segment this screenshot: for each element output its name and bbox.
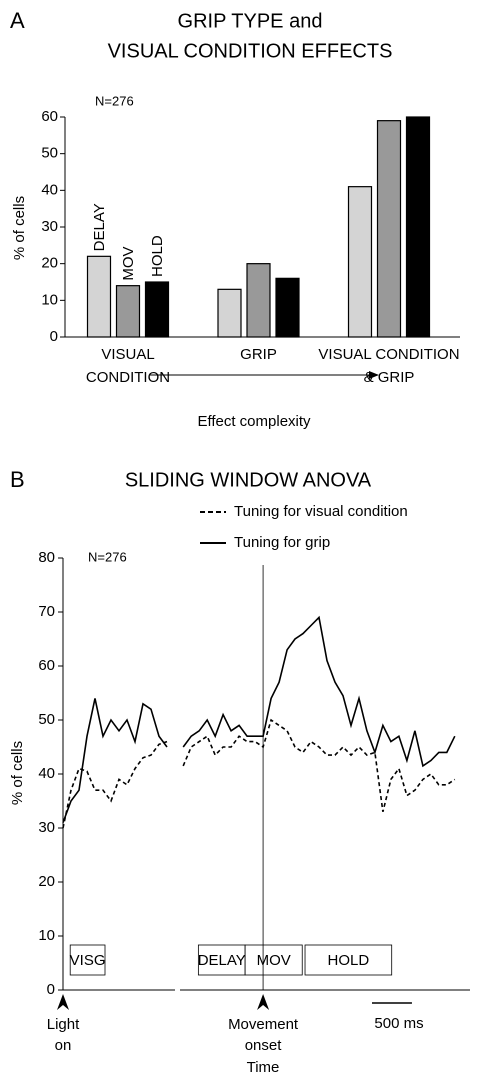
x-tick-label: & GRIP: [364, 369, 415, 386]
y-axis-label: % of cells: [11, 196, 28, 260]
y-tick-label: 50: [41, 145, 58, 162]
y-tick-label: 20: [41, 255, 58, 272]
bar: [275, 277, 300, 338]
y-tick-label: 30: [38, 819, 55, 836]
panel-letter: A: [10, 8, 25, 33]
y-tick-label: 70: [38, 603, 55, 620]
series-label: HOLD: [149, 235, 166, 277]
y-tick-label: 0: [50, 328, 58, 345]
event-box: [69, 944, 106, 976]
bar: [405, 116, 431, 338]
event-label: Movement: [228, 1016, 299, 1033]
event-box: [304, 944, 393, 976]
x-tick-label: GRIP: [240, 346, 277, 363]
bar: [246, 263, 271, 338]
event-label: Light: [47, 1016, 80, 1033]
y-tick-label: 40: [38, 765, 55, 782]
panel-letter: B: [10, 467, 25, 492]
annotation: N=276: [88, 549, 127, 564]
chart-title: SLIDING WINDOW ANOVA: [125, 469, 372, 491]
annotation: N=276: [95, 93, 134, 108]
series-line: [182, 615, 456, 768]
bar: [376, 120, 402, 338]
x-axis-label: Effect complexity: [197, 413, 311, 430]
bar: [217, 288, 242, 338]
y-tick-label: 50: [38, 711, 55, 728]
series-line: [182, 718, 456, 812]
legend-label: Tuning for visual condition: [234, 503, 408, 520]
series-label: MOV: [120, 246, 137, 280]
y-tick-label: 30: [41, 218, 58, 235]
chart-title: VISUAL CONDITION EFFECTS: [108, 40, 393, 62]
scale-bar-label: 500 ms: [374, 1015, 423, 1032]
event-label: on: [55, 1037, 72, 1054]
x-axis-label: Time: [247, 1059, 280, 1076]
x-tick-label: VISUAL CONDITION: [318, 346, 459, 363]
y-axis-label: % of cells: [9, 741, 26, 805]
x-tick-label: CONDITION: [86, 369, 170, 386]
bar: [115, 285, 141, 338]
event-arrow: [57, 994, 69, 1010]
bar: [144, 281, 170, 338]
legend-label: Tuning for grip: [234, 534, 330, 551]
series-line: [62, 740, 168, 829]
series-line: [62, 698, 168, 823]
x-tick-label: VISUAL: [101, 346, 154, 363]
y-tick-label: 10: [41, 291, 58, 308]
y-tick-label: 10: [38, 927, 55, 944]
y-tick-label: 20: [38, 873, 55, 890]
y-tick-label: 0: [47, 981, 55, 998]
y-tick-label: 80: [38, 549, 55, 566]
event-box-label: DELAY: [198, 952, 246, 969]
event-box-label: MOV: [257, 952, 291, 969]
series-label: DELAY: [91, 203, 108, 251]
bar: [347, 186, 373, 338]
event-box: [244, 944, 303, 976]
chart-title: GRIP TYPE and: [178, 10, 323, 32]
event-box-label: HOLD: [328, 952, 370, 969]
y-tick-label: 60: [41, 108, 58, 125]
bar: [86, 255, 112, 338]
y-tick-label: 60: [38, 657, 55, 674]
event-label: onset: [245, 1037, 283, 1054]
y-tick-label: 40: [41, 181, 58, 198]
event-arrow: [257, 994, 270, 1010]
event-box-label: VISG: [70, 952, 106, 969]
